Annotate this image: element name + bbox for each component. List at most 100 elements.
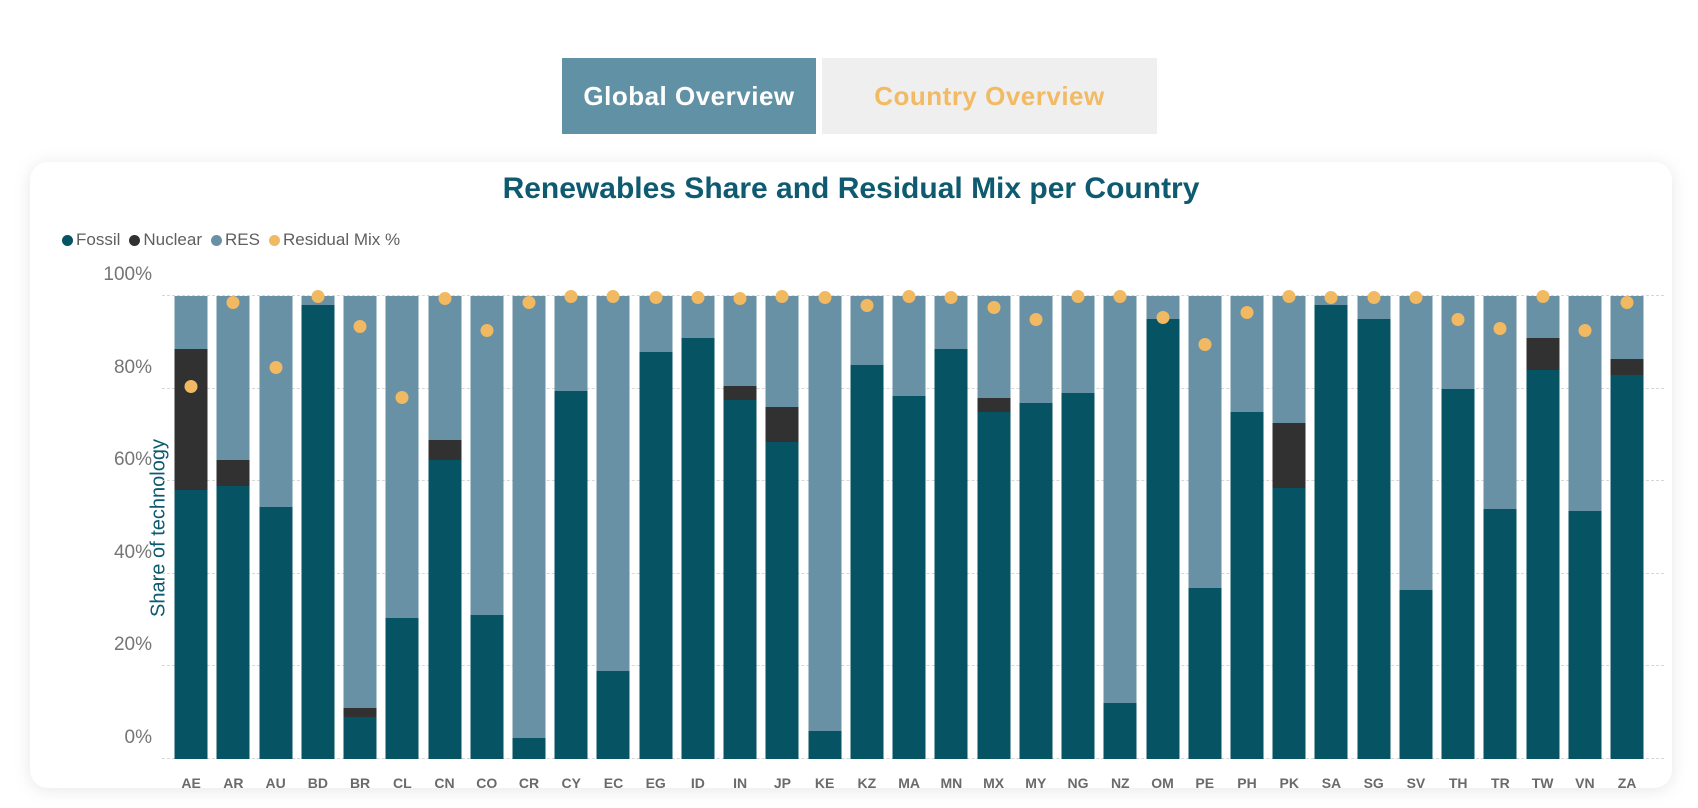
bar-segment-fossil[interactable]	[1568, 511, 1602, 759]
bar-segment-fossil[interactable]	[934, 349, 968, 759]
bar-segment-fossil[interactable]	[259, 506, 293, 759]
stacked-bar[interactable]	[259, 296, 293, 759]
residual-mix-dot[interactable]	[860, 298, 874, 312]
residual-mix-dot[interactable]	[1493, 321, 1507, 335]
bar-segment-nuclear[interactable]	[1526, 337, 1560, 371]
residual-mix-dot[interactable]	[987, 301, 1001, 315]
stacked-bar[interactable]	[850, 296, 884, 759]
bar-segment-res[interactable]	[216, 296, 250, 461]
residual-mix-dot[interactable]	[818, 291, 832, 305]
bar-group-BR[interactable]: BR	[339, 296, 381, 791]
stacked-bar[interactable]	[977, 296, 1011, 759]
residual-mix-dot[interactable]	[649, 291, 663, 305]
bar-group-KE[interactable]: KE	[804, 291, 846, 791]
bar-group-TW[interactable]: TW	[1522, 289, 1564, 791]
bar-segment-res[interactable]	[174, 296, 208, 350]
stacked-bar[interactable]	[892, 296, 926, 759]
bar-group-KZ[interactable]: KZ	[846, 296, 888, 791]
bar-segment-nuclear[interactable]	[428, 439, 462, 461]
bar-segment-nuclear[interactable]	[1610, 358, 1644, 375]
stacked-bar[interactable]	[681, 296, 715, 759]
bar-segment-res[interactable]	[512, 296, 546, 739]
residual-mix-dot[interactable]	[1451, 312, 1465, 326]
bar-group-EG[interactable]: EG	[635, 291, 677, 791]
bar-segment-res[interactable]	[343, 296, 377, 709]
residual-mix-dot[interactable]	[1409, 291, 1423, 305]
tab-global-overview[interactable]: Global Overview	[562, 58, 816, 134]
bar-group-CR[interactable]: CR	[508, 296, 550, 791]
bar-group-BD[interactable]: BD	[297, 289, 339, 791]
bar-group-PH[interactable]: PH	[1226, 296, 1268, 791]
bar-segment-nuclear[interactable]	[174, 349, 208, 491]
bar-group-AR[interactable]: AR	[212, 296, 254, 791]
stacked-bar[interactable]	[1610, 296, 1644, 759]
bar-segment-nuclear[interactable]	[216, 460, 250, 486]
bar-group-VN[interactable]: VN	[1564, 296, 1606, 791]
residual-mix-dot[interactable]	[1240, 306, 1254, 320]
bar-group-AU[interactable]: AU	[254, 296, 296, 791]
bar-segment-fossil[interactable]	[892, 395, 926, 759]
bar-group-TH[interactable]: TH	[1437, 296, 1479, 791]
stacked-bar[interactable]	[1526, 296, 1560, 759]
stacked-bar[interactable]	[934, 296, 968, 759]
residual-mix-dot[interactable]	[564, 289, 578, 303]
bar-segment-res[interactable]	[385, 296, 419, 618]
bar-group-AE[interactable]: AE	[170, 296, 212, 791]
bar-segment-fossil[interactable]	[1061, 393, 1095, 759]
residual-mix-dot[interactable]	[1282, 289, 1296, 303]
stacked-bar[interactable]	[596, 296, 630, 759]
bar-segment-fossil[interactable]	[765, 441, 799, 759]
stacked-bar[interactable]	[765, 296, 799, 759]
bar-segment-res[interactable]	[1357, 296, 1391, 320]
residual-mix-dot[interactable]	[606, 290, 620, 304]
bar-segment-res[interactable]	[723, 296, 757, 387]
bar-segment-fossil[interactable]	[977, 411, 1011, 759]
residual-mix-dot[interactable]	[1029, 312, 1043, 326]
bar-segment-res[interactable]	[808, 296, 842, 732]
residual-mix-dot[interactable]	[691, 291, 705, 305]
bar-group-MN[interactable]: MN	[930, 291, 972, 791]
bar-segment-fossil[interactable]	[1019, 402, 1053, 759]
residual-mix-dot[interactable]	[775, 289, 789, 303]
stacked-bar[interactable]	[1399, 296, 1433, 759]
stacked-bar[interactable]	[1357, 296, 1391, 759]
bar-segment-res[interactable]	[1272, 296, 1306, 424]
bar-segment-fossil[interactable]	[1146, 319, 1179, 759]
stacked-bar[interactable]	[1188, 296, 1222, 759]
bar-segment-fossil[interactable]	[596, 671, 630, 759]
bar-segment-fossil[interactable]	[301, 305, 335, 759]
stacked-bar[interactable]	[723, 296, 757, 759]
bar-segment-res[interactable]	[1441, 296, 1475, 389]
bar-group-MX[interactable]: MX	[972, 296, 1014, 791]
legend-item-residual-mix-[interactable]: Residual Mix %	[268, 230, 400, 250]
legend-item-nuclear[interactable]: Nuclear	[129, 230, 202, 250]
bar-segment-fossil[interactable]	[428, 460, 462, 759]
stacked-bar[interactable]	[1103, 296, 1137, 759]
residual-mix-dot[interactable]	[1156, 310, 1169, 324]
stacked-bar[interactable]	[385, 296, 419, 759]
stacked-bar[interactable]	[639, 296, 673, 759]
stacked-bar[interactable]	[174, 296, 208, 759]
bar-group-MA[interactable]: MA	[888, 289, 930, 791]
bar-segment-fossil[interactable]	[681, 337, 715, 759]
bar-group-CN[interactable]: CN	[423, 291, 465, 791]
bar-segment-fossil[interactable]	[174, 490, 208, 759]
bar-segment-res[interactable]	[554, 296, 588, 391]
bar-segment-res[interactable]	[934, 296, 968, 350]
bar-segment-res[interactable]	[1103, 296, 1137, 704]
residual-mix-dot[interactable]	[1536, 289, 1550, 303]
residual-mix-dot[interactable]	[438, 291, 452, 305]
stacked-bar[interactable]	[512, 296, 546, 759]
bar-group-CY[interactable]: CY	[550, 289, 592, 791]
residual-mix-dot[interactable]	[944, 291, 958, 305]
bar-segment-nuclear[interactable]	[1272, 423, 1306, 489]
stacked-bar[interactable]	[216, 296, 250, 759]
bar-group-PK[interactable]: PK	[1268, 289, 1310, 791]
bar-segment-fossil[interactable]	[1441, 388, 1475, 759]
bar-segment-fossil[interactable]	[1103, 703, 1137, 759]
bar-segment-fossil[interactable]	[808, 731, 842, 759]
bar-segment-fossil[interactable]	[343, 717, 377, 759]
bar-group-SA[interactable]: SA	[1310, 291, 1352, 791]
bar-segment-res[interactable]	[259, 296, 293, 507]
stacked-bar[interactable]	[1019, 296, 1053, 759]
